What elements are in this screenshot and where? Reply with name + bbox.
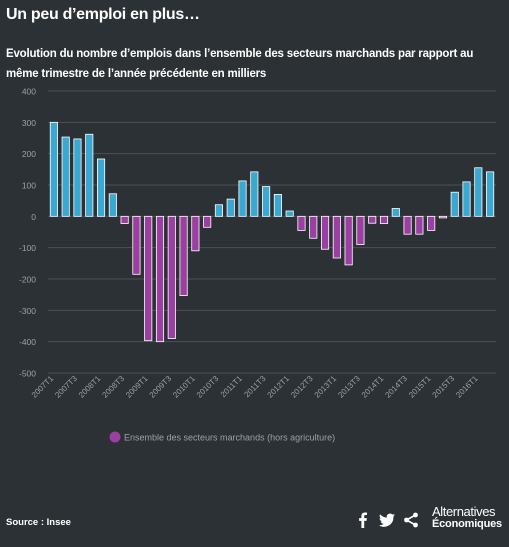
x-tick-label: 2015T1 [407,374,433,400]
x-tick-label: 2016T1 [454,374,480,400]
bar [368,215,377,224]
bar [462,181,471,217]
bar [332,215,341,259]
y-tick-label: 300 [22,118,36,128]
x-tick-label: 2011T3 [242,374,268,400]
bar [108,193,117,217]
bar [214,204,224,217]
y-tick-label: 0 [31,212,36,222]
x-tick-label: 2014T1 [360,374,386,400]
share-icon[interactable] [403,512,419,528]
bar [120,215,129,224]
x-tick-label: 2012T1 [266,374,292,400]
x-tick-label: 2010T1 [171,374,197,400]
x-tick-label: 2015T3 [431,374,457,400]
x-tick-label: 2009T1 [124,374,150,400]
source-label: Source : Insee [6,517,71,528]
brand-logo: Alternatives Économiques [432,504,502,530]
y-tick-label: -100 [19,243,36,253]
bar [203,215,212,228]
brand-line-1: Alternatives [432,504,496,519]
bar [438,215,448,219]
bar [486,171,495,217]
bar [167,215,176,339]
x-tick-label: 2011T1 [219,374,245,400]
chart-subtitle: Evolution du nombre d’emplois dans l’ens… [6,48,474,80]
bar [191,215,200,252]
chart-title: Un peu d’emploi en plus… [6,6,200,23]
bar [427,215,436,231]
x-tick-label: 2007T3 [53,374,79,400]
bar [179,215,188,297]
bar [450,191,459,217]
brand-line-2: Économiques [432,518,502,530]
share-bar [355,512,419,528]
bar [49,121,58,217]
x-tick-label: 2013T1 [313,374,339,400]
y-tick-label: 100 [22,181,36,191]
bar [273,194,282,217]
legend-marker [109,431,121,443]
bar [250,171,259,217]
x-tick-label: 2009T3 [148,374,174,400]
bar [379,215,389,224]
bar [85,133,94,217]
x-tick-label: 2008T1 [77,374,103,400]
bar [285,210,294,217]
bar [262,186,271,217]
bar [474,167,483,217]
bar [403,215,412,235]
x-tick-label: 2008T3 [100,374,126,400]
bar [415,215,424,235]
bar [96,158,106,217]
bar [309,215,318,239]
bar [356,215,365,245]
x-tick-label: 2012T3 [289,374,315,400]
bar [320,215,330,250]
bar [144,215,153,342]
bar-chart: 4003002001000-100-200-300-400-5002007T12… [19,87,496,443]
bar [132,215,141,275]
bar [73,138,82,217]
y-tick-label: 400 [22,87,36,97]
twitter-icon[interactable] [379,512,395,528]
legend-label: Ensemble des secteurs marchands (hors ag… [124,433,335,443]
bar [155,215,165,343]
bar [297,215,306,231]
bar [344,215,353,266]
x-tick-label: 2010T3 [195,374,221,400]
y-tick-label: -500 [19,369,36,379]
bar [391,208,400,217]
y-tick-label: -400 [19,337,36,347]
y-tick-label: -300 [19,306,36,316]
y-tick-label: 200 [22,149,36,159]
facebook-icon[interactable] [355,512,371,528]
bar [61,136,70,217]
bar [238,180,247,217]
y-tick-label: -200 [19,275,36,285]
x-tick-label: 2014T3 [383,374,409,400]
bar [226,198,235,217]
x-tick-label: 2013T3 [336,374,362,400]
